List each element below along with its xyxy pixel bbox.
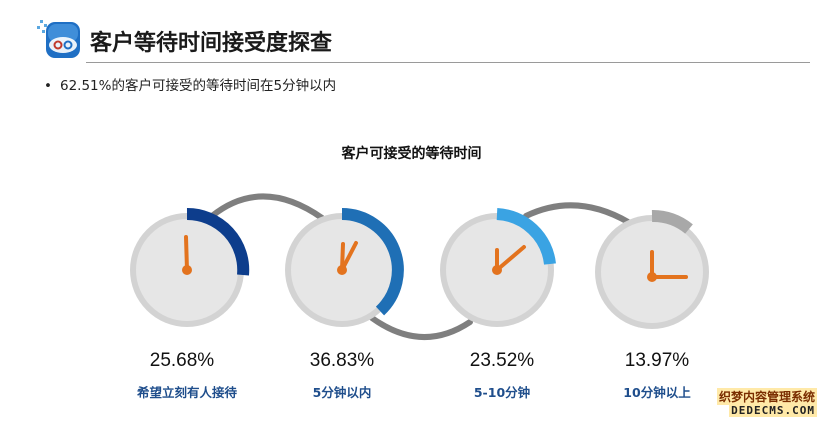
connector-arc-2 [369,315,473,341]
progress-arc-1 [186,207,250,276]
bullet-dot: • [44,78,52,94]
clock-gauge-3 [440,208,556,327]
watermark-en: DEDECMS.COM [729,404,817,417]
page-title: 客户等待时间接受度探查 [90,31,333,56]
bullet-text: 62.51%的客户可接受的等待时间在5分钟以内 [60,78,337,94]
gauge-value-4: 13.97% [624,350,690,371]
progress-arc-2 [341,208,404,316]
clock-hand-1 [184,235,189,272]
gauge-label-4: 10分钟以上 [623,385,691,400]
gauge-label-3: 5-10分钟 [473,385,531,400]
chart-subtitle: 客户可接受的等待时间 [341,146,482,162]
gauge-value-2: 36.83% [309,350,375,371]
app-logo [37,20,80,58]
watermark-cn: 织梦内容管理系统 [716,388,817,405]
gauge-label-2: 5分钟以内 [312,385,372,400]
gauge-label-1: 希望立刻有人接待 [136,385,237,400]
clock-gauge-4 [595,210,709,329]
gauge-value-3: 23.52% [469,350,535,371]
bullet-point: • 62.51%的客户可接受的等待时间在5分钟以内 [44,74,336,94]
clock-gauge-1 [130,207,250,327]
title-divider [86,62,810,63]
clock-hand-3b [495,245,526,272]
progress-arc-4 [651,210,693,234]
connector-arc-3 [523,202,631,225]
clock-hand-2b [340,241,358,272]
clock-gauge-2 [285,208,404,327]
progress-arc-3 [496,208,556,265]
connector-arc-1 [209,193,325,221]
gauge-value-1: 25.68% [149,350,215,371]
